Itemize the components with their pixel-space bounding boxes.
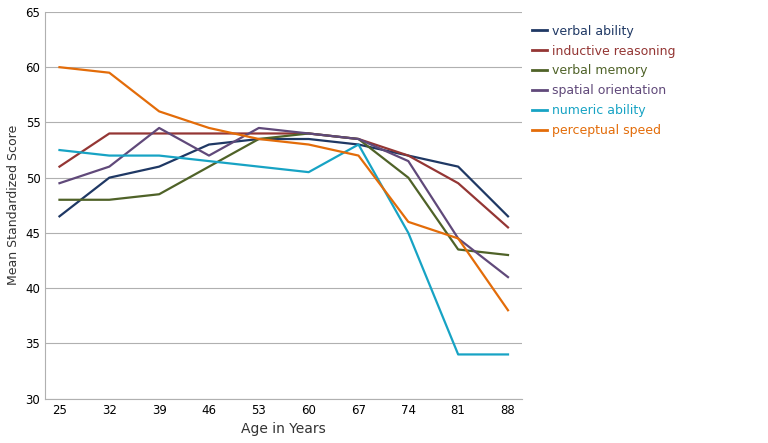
numeric ability [55,148,64,153]
perceptual speed [254,136,263,142]
inductive reasoning [204,131,214,136]
inductive reasoning [55,164,64,169]
inductive reasoning [104,131,114,136]
numeric ability [254,164,263,169]
inductive reasoning [254,131,263,136]
inductive reasoning [154,131,164,136]
spatial orientation [154,125,164,131]
Line: numeric ability: numeric ability [59,144,508,354]
spatial orientation [404,159,413,164]
numeric ability [304,170,313,175]
verbal ability [354,142,363,147]
Line: verbal memory: verbal memory [59,133,508,255]
Line: verbal ability: verbal ability [59,139,508,216]
numeric ability [354,142,363,147]
spatial orientation [104,164,114,169]
spatial orientation [254,125,263,131]
verbal ability [454,164,463,169]
spatial orientation [304,131,313,136]
verbal ability [404,153,413,158]
perceptual speed [454,236,463,241]
Line: perceptual speed: perceptual speed [59,67,508,310]
Legend: verbal ability, inductive reasoning, verbal memory, spatial orientation, numeric: verbal ability, inductive reasoning, ver… [527,19,680,142]
spatial orientation [204,153,214,158]
perceptual speed [503,307,512,313]
X-axis label: Age in Years: Age in Years [241,422,326,436]
verbal ability [104,175,114,180]
verbal memory [404,175,413,180]
spatial orientation [454,236,463,241]
verbal ability [254,136,263,142]
spatial orientation [354,136,363,142]
numeric ability [154,153,164,158]
inductive reasoning [503,225,512,230]
verbal ability [55,214,64,219]
perceptual speed [104,70,114,75]
numeric ability [104,153,114,158]
perceptual speed [354,153,363,158]
verbal memory [503,253,512,258]
numeric ability [204,159,214,164]
numeric ability [503,352,512,357]
verbal memory [254,136,263,142]
verbal memory [55,197,64,202]
perceptual speed [154,109,164,114]
perceptual speed [55,65,64,70]
Line: spatial orientation: spatial orientation [59,128,508,277]
verbal ability [304,136,313,142]
numeric ability [404,230,413,236]
verbal memory [454,247,463,252]
Y-axis label: Mean Standardized Score: Mean Standardized Score [7,125,20,285]
Line: inductive reasoning: inductive reasoning [59,133,508,227]
verbal memory [204,164,214,169]
verbal ability [154,164,164,169]
spatial orientation [55,181,64,186]
inductive reasoning [304,131,313,136]
inductive reasoning [454,181,463,186]
verbal memory [304,131,313,136]
spatial orientation [503,275,512,280]
verbal memory [354,136,363,142]
numeric ability [454,352,463,357]
verbal memory [104,197,114,202]
verbal ability [204,142,214,147]
perceptual speed [304,142,313,147]
inductive reasoning [354,136,363,142]
perceptual speed [404,219,413,225]
verbal ability [503,214,512,219]
perceptual speed [204,125,214,131]
verbal memory [154,191,164,197]
inductive reasoning [404,153,413,158]
